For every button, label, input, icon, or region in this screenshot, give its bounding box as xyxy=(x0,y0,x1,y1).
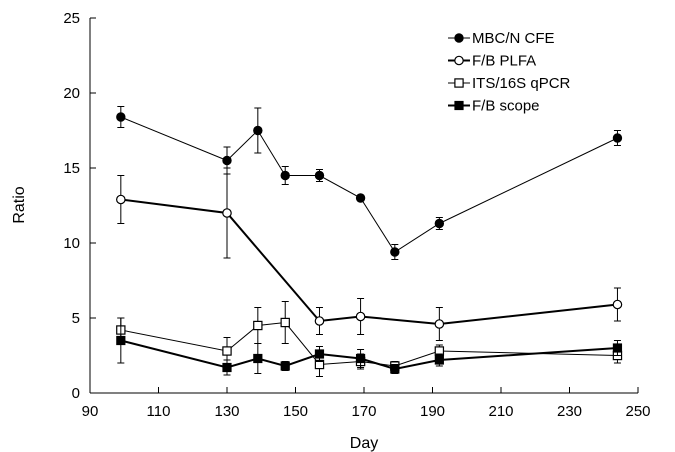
data-point xyxy=(314,349,325,359)
data-point xyxy=(222,346,232,356)
data-point xyxy=(222,208,232,218)
data-point xyxy=(253,320,263,331)
data-point xyxy=(612,133,623,143)
legend-label: F/B scope xyxy=(472,98,540,115)
legend-marker xyxy=(454,78,464,88)
data-point xyxy=(355,311,366,322)
x-tick-label: 130 xyxy=(214,403,239,420)
data-point xyxy=(355,353,366,364)
x-tick-label: 210 xyxy=(488,403,513,420)
data-point xyxy=(612,343,623,353)
series-2 xyxy=(116,167,623,341)
x-tick-label: 110 xyxy=(147,403,171,420)
axes: 90 110 130 150 170 190 210 230 250 0 5 10 15 20 25 xyxy=(63,10,650,420)
y-tick-label: 20 xyxy=(63,85,80,102)
data-point xyxy=(116,112,126,122)
data-point xyxy=(253,353,263,364)
y-tick-label: 15 xyxy=(63,160,80,177)
legend-label: ITS/16S qPCR xyxy=(472,75,571,92)
legend-item-1: MBC/N CFE xyxy=(448,30,555,47)
y-axis-title: Ratio xyxy=(11,186,28,223)
data-point xyxy=(280,317,290,328)
data-point xyxy=(434,319,445,329)
x-tick-label: 230 xyxy=(557,403,582,420)
data-point xyxy=(116,335,126,346)
series-1 xyxy=(116,106,623,260)
x-tick-label: 90 xyxy=(82,403,99,420)
legend-label: MBC/N CFE xyxy=(472,30,555,47)
data-point xyxy=(434,355,444,365)
data-point xyxy=(253,125,263,136)
legend-marker xyxy=(454,100,464,111)
x-tick-label: 250 xyxy=(625,403,650,420)
data-point xyxy=(434,218,445,229)
data-point xyxy=(222,362,232,373)
data-point xyxy=(314,170,325,181)
series-line xyxy=(120,198,618,326)
series-4 xyxy=(116,317,623,376)
y-tick-label: 25 xyxy=(63,10,80,27)
x-tick-label: 190 xyxy=(420,403,445,420)
legend-marker xyxy=(454,55,464,66)
data-point xyxy=(222,155,232,166)
series-layer xyxy=(116,106,623,377)
x-tick-label: 170 xyxy=(351,403,376,420)
legend-marker xyxy=(454,33,464,43)
y-tick-label: 0 xyxy=(72,385,80,402)
series-line xyxy=(120,116,618,253)
y-tick-label: 5 xyxy=(72,310,80,327)
legend-label: F/B PLFA xyxy=(472,53,536,70)
data-point xyxy=(314,316,325,326)
data-point xyxy=(280,170,290,181)
legend-item-4: F/B scope xyxy=(448,98,540,115)
data-point xyxy=(390,247,400,257)
data-point xyxy=(116,194,126,205)
data-point xyxy=(390,364,400,374)
y-tick-label: 10 xyxy=(63,235,80,252)
legend-item-2: F/B PLFA xyxy=(448,53,536,70)
data-point xyxy=(612,299,623,310)
data-point xyxy=(355,193,366,203)
x-tick-label: 150 xyxy=(283,403,308,420)
x-axis-title: Day xyxy=(350,435,378,452)
legend-item-3: ITS/16S qPCR xyxy=(448,75,571,92)
data-point xyxy=(280,361,290,371)
legend: MBC/N CFE F/B PLFA ITS/16S qPCR F/B scope xyxy=(448,30,571,115)
